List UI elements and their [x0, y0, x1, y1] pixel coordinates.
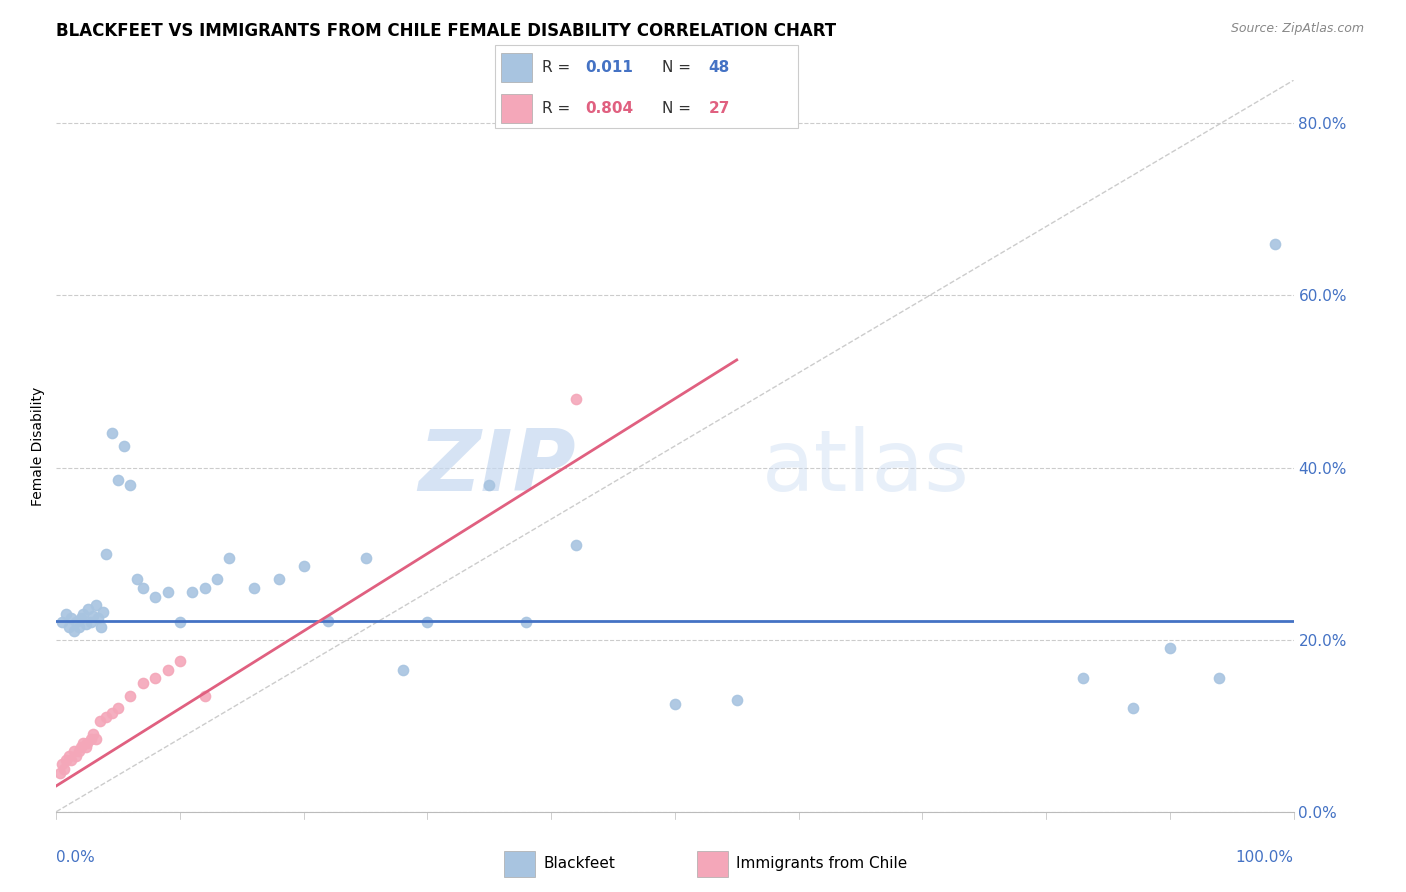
Point — [143, 590, 166, 604]
Point — [51, 615, 73, 630]
Point — [169, 615, 191, 630]
Point — [218, 550, 240, 565]
Point — [1208, 671, 1230, 685]
Text: Source: ZipAtlas.com: Source: ZipAtlas.com — [1230, 22, 1364, 36]
Point — [132, 675, 155, 690]
Point — [55, 607, 77, 621]
Point — [1071, 671, 1094, 685]
Point — [60, 611, 83, 625]
Point — [55, 753, 77, 767]
Point — [75, 617, 97, 632]
Point — [565, 538, 588, 552]
Point — [292, 559, 315, 574]
Point — [94, 710, 117, 724]
Point — [156, 663, 179, 677]
Point — [72, 607, 94, 621]
Text: N =: N = — [662, 60, 696, 75]
Point — [65, 748, 87, 763]
Point — [478, 477, 501, 491]
Point — [76, 736, 98, 750]
Point — [101, 706, 124, 720]
Point — [125, 573, 148, 587]
Point — [169, 654, 191, 668]
Point — [51, 757, 73, 772]
Point — [80, 731, 103, 746]
Point — [267, 573, 290, 587]
Point — [80, 615, 103, 630]
FancyBboxPatch shape — [495, 45, 799, 128]
Point — [101, 426, 124, 441]
Point — [194, 689, 217, 703]
Point — [1122, 701, 1144, 715]
Point — [84, 598, 107, 612]
Point — [58, 748, 80, 763]
Point — [132, 581, 155, 595]
Y-axis label: Female Disability: Female Disability — [31, 386, 45, 506]
Text: R =: R = — [541, 101, 575, 116]
Text: 0.011: 0.011 — [585, 60, 633, 75]
Point — [416, 615, 439, 630]
Point — [52, 762, 75, 776]
Point — [664, 697, 686, 711]
Point — [84, 731, 107, 746]
Text: 100.0%: 100.0% — [1236, 850, 1294, 865]
Point — [112, 439, 135, 453]
Point — [107, 701, 129, 715]
Point — [65, 615, 87, 630]
Point — [82, 727, 104, 741]
Text: 27: 27 — [709, 101, 730, 116]
Point — [94, 547, 117, 561]
FancyBboxPatch shape — [503, 851, 536, 877]
Point — [120, 689, 142, 703]
Point — [60, 753, 83, 767]
Point — [62, 624, 84, 638]
Text: BLACKFEET VS IMMIGRANTS FROM CHILE FEMALE DISABILITY CORRELATION CHART: BLACKFEET VS IMMIGRANTS FROM CHILE FEMAL… — [56, 22, 837, 40]
Text: Immigrants from Chile: Immigrants from Chile — [737, 855, 907, 871]
FancyBboxPatch shape — [502, 94, 533, 122]
Point — [87, 611, 110, 625]
Point — [62, 744, 84, 758]
Point — [90, 620, 112, 634]
Text: ZIP: ZIP — [418, 426, 576, 509]
Text: Blackfeet: Blackfeet — [543, 855, 616, 871]
FancyBboxPatch shape — [697, 851, 728, 877]
Point — [49, 766, 72, 780]
Point — [1159, 641, 1181, 656]
Point — [156, 585, 179, 599]
Point — [243, 581, 266, 595]
Point — [75, 740, 97, 755]
Point — [194, 581, 217, 595]
Point — [58, 620, 80, 634]
FancyBboxPatch shape — [502, 54, 533, 82]
Point — [391, 663, 413, 677]
Point — [1264, 236, 1286, 251]
Point — [205, 573, 228, 587]
Point — [725, 693, 748, 707]
Point — [82, 608, 104, 623]
Point — [515, 615, 537, 630]
Text: R =: R = — [541, 60, 575, 75]
Point — [181, 585, 204, 599]
Point — [143, 671, 166, 685]
Point — [354, 550, 377, 565]
Point — [67, 620, 90, 634]
Point — [70, 611, 93, 625]
Point — [77, 602, 100, 616]
Text: 0.0%: 0.0% — [56, 850, 96, 865]
Text: atlas: atlas — [762, 426, 970, 509]
Point — [107, 474, 129, 488]
Point — [318, 614, 340, 628]
Point — [91, 605, 114, 619]
Text: 0.804: 0.804 — [585, 101, 633, 116]
Point — [72, 736, 94, 750]
Point — [565, 392, 588, 406]
Point — [67, 744, 90, 758]
Text: N =: N = — [662, 101, 696, 116]
Point — [70, 740, 93, 755]
Point — [120, 477, 142, 491]
Point — [89, 714, 111, 729]
Text: 48: 48 — [709, 60, 730, 75]
